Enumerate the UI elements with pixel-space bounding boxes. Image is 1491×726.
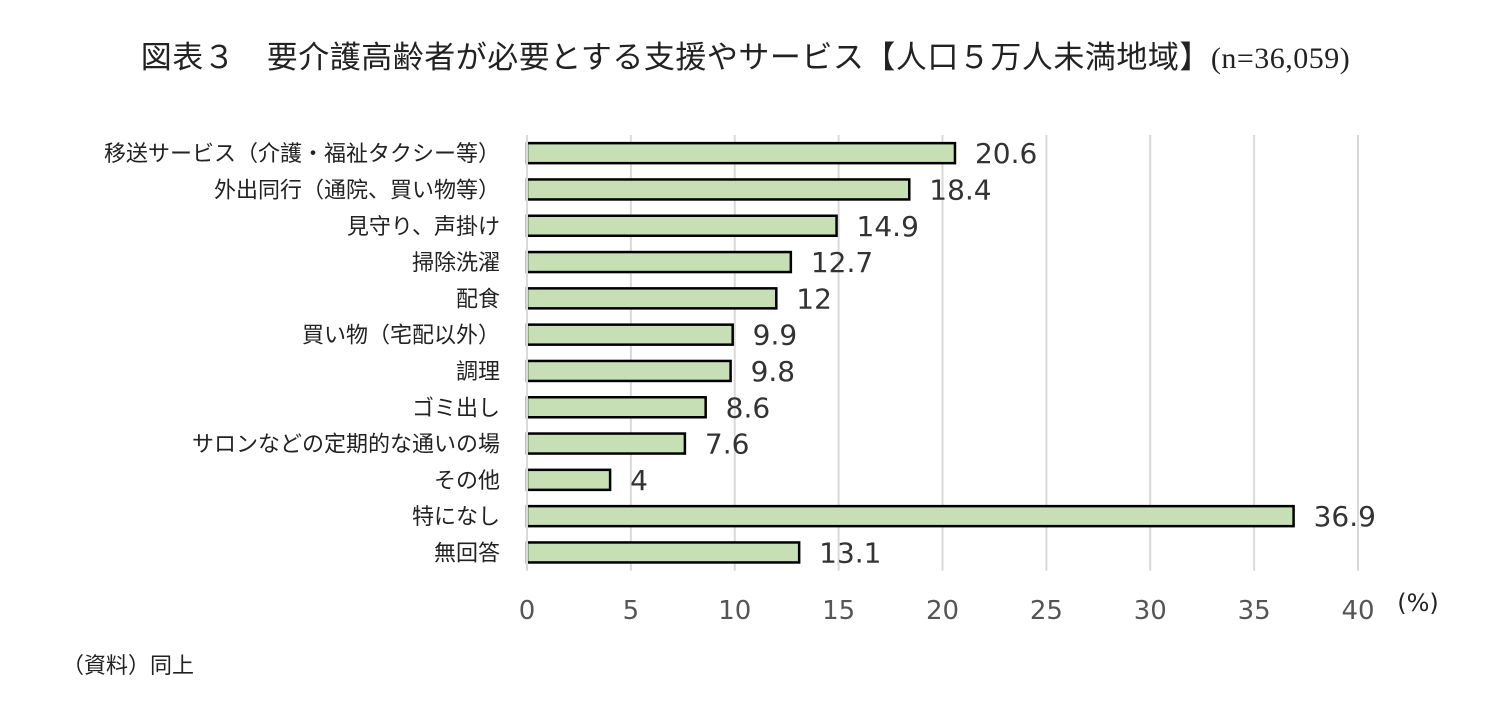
category-label: 外出同行（通院、買い物等） [214,178,500,203]
x-tick-label: 35 [1238,596,1271,626]
data-label: 4 [630,464,648,497]
data-label: 18.4 [929,173,991,206]
data-label: 12 [796,282,832,315]
chart-title-sample-size: (n=36,059) [1210,42,1351,75]
x-tick-label: 0 [519,596,536,626]
bar [525,468,612,492]
bar [525,287,778,310]
x-tick-label: 40 [1341,596,1374,626]
x-tick-label: 30 [1134,596,1167,626]
data-label: 13.1 [819,536,881,569]
category-label: その他 [434,469,500,494]
bar [525,396,707,419]
x-axis-unit: (%) [1397,589,1439,617]
bar [525,250,793,274]
x-tick-label: 15 [822,596,855,626]
x-tick-label: 5 [623,596,640,626]
category-label: サロンなどの定期的な通いの場 [192,433,500,458]
bar [525,359,732,383]
data-label: 20.6 [975,137,1037,170]
category-label: 特になし [412,505,500,530]
bar [525,504,1295,528]
data-label: 36.9 [1314,500,1376,533]
category-label: 移送サービス（介護・福祉タクシー等） [104,142,500,167]
data-label: 7.6 [705,428,750,461]
category-label: ゴミ出し [412,396,500,421]
category-label: 調理 [456,360,500,385]
data-label: 14.9 [857,210,919,243]
category-label: 配食 [456,287,500,312]
data-label: 8.6 [726,391,771,424]
bar [525,214,838,237]
category-label: 見守り、声掛け [347,215,500,240]
bar [525,141,957,165]
category-label: 無回答 [434,541,500,566]
category-label: 掃除洗濯 [412,251,500,276]
chart-title: 図表３ 要介護高齢者が必要とする支援やサービス【人口５万人未満地域】(n=36,… [0,32,1491,77]
bar [525,541,801,564]
data-label: 9.8 [751,355,796,388]
x-tick-label: 25 [1030,596,1063,626]
data-label: 12.7 [811,246,873,279]
bar [525,432,687,455]
bar [525,178,911,201]
x-tick-label: 10 [718,596,751,626]
chart-title-text: 図表３ 要介護高齢者が必要とする支援やサービス【人口５万人未満地域】 [140,40,1211,76]
data-label: 9.9 [753,319,798,352]
x-tick-label: 20 [926,596,959,626]
category-label: 買い物（宅配以外） [302,324,500,349]
bar [525,323,734,346]
source-note: （資料）同上 [62,654,195,679]
